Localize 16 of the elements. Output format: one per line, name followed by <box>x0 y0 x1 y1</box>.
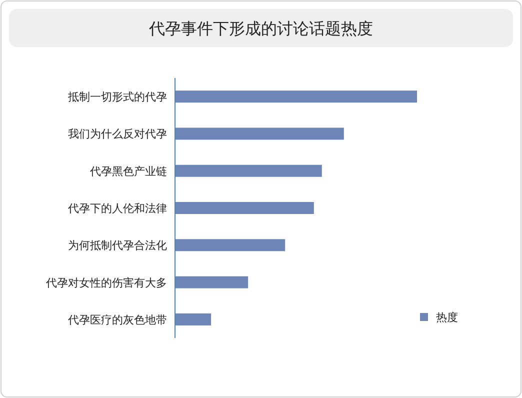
legend-label: 热度 <box>436 311 458 324</box>
y-tick-label: 代孕对女性的伤害有大多 <box>45 276 167 290</box>
y-tick-label: 为何抵制代孕合法化 <box>68 239 167 252</box>
bar <box>175 313 212 326</box>
bar <box>175 90 417 103</box>
y-tick-label: 抵制一切形式的代孕 <box>67 90 167 104</box>
y-tick-label: 代孕医疗的灰色地带 <box>67 313 167 326</box>
chart-title: 代孕事件下形成的讨论话题热度 <box>148 19 373 38</box>
bar <box>175 202 314 214</box>
bar <box>175 276 248 288</box>
bar <box>175 128 344 140</box>
y-tick-label: 代孕黑色产业链 <box>89 164 167 178</box>
y-tick-label: 代孕下的人伦和法律 <box>67 202 167 215</box>
bar <box>175 239 286 252</box>
bar <box>175 164 322 177</box>
y-tick-label: 我们为什么反对代孕 <box>68 128 167 141</box>
